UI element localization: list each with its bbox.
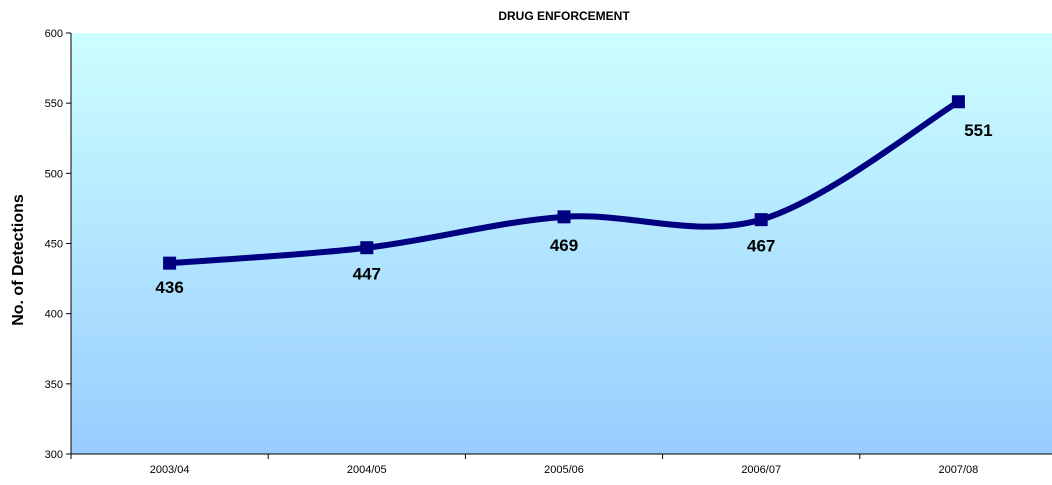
data-point-marker bbox=[163, 256, 177, 270]
data-label: 467 bbox=[747, 237, 775, 256]
data-label: 436 bbox=[155, 278, 183, 297]
chart-title: DRUG ENFORCEMENT bbox=[498, 9, 630, 23]
x-axis-ticks: 2003/04 2004/05 2005/06 2006/07 2007/08 bbox=[70, 454, 979, 476]
y-tick-label: 350 bbox=[45, 379, 63, 391]
x-tick-label: 2007/08 bbox=[939, 464, 979, 476]
y-tick-label: 400 bbox=[45, 309, 63, 321]
x-tick-label: 2003/04 bbox=[150, 464, 190, 476]
data-point-marker bbox=[557, 210, 571, 224]
data-point-marker bbox=[754, 213, 768, 227]
x-tick-label: 2005/06 bbox=[544, 464, 584, 476]
y-axis-label: No. of Detections bbox=[10, 194, 27, 326]
y-tick-label: 550 bbox=[45, 98, 63, 110]
data-label: 447 bbox=[353, 265, 381, 284]
data-label: 469 bbox=[550, 236, 578, 255]
data-label: 551 bbox=[964, 121, 992, 140]
data-labels: 436 447 469 467 551 bbox=[155, 121, 992, 297]
series-group bbox=[163, 95, 965, 270]
y-tick-label: 300 bbox=[45, 449, 63, 461]
plot-area bbox=[71, 33, 1052, 454]
y-tick-label: 500 bbox=[45, 168, 63, 180]
x-tick-label: 2006/07 bbox=[741, 464, 781, 476]
data-point-marker bbox=[360, 241, 374, 255]
y-tick-label: 450 bbox=[45, 239, 63, 251]
x-tick-label: 2004/05 bbox=[347, 464, 387, 476]
y-axis-ticks: 300 350 400 450 500 550 600 bbox=[45, 28, 71, 461]
data-point-marker bbox=[951, 95, 965, 109]
y-tick-label: 600 bbox=[45, 28, 63, 40]
